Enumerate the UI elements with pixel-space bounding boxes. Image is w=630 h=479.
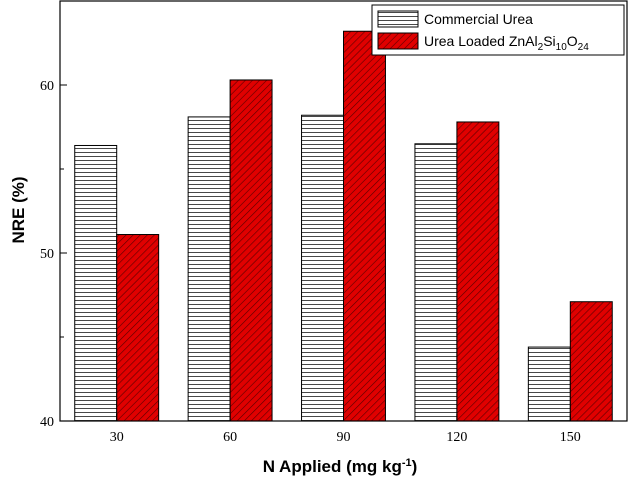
legend-swatch-series-1 [377, 10, 419, 28]
bar-series-1-60 [187, 116, 231, 422]
x-axis-title: N Applied (mg kg-1) [263, 457, 418, 476]
y-tick-label: 60 [40, 79, 54, 94]
bar-series-2-150 [569, 301, 613, 422]
x-tick-label-60: 60 [223, 430, 237, 445]
bar-series-2-120 [456, 121, 500, 422]
bar-series-1-120 [414, 143, 458, 422]
y-axis-title: NRE (%) [9, 176, 28, 243]
bar-series-2-60 [229, 79, 273, 422]
bar-series-1-150 [527, 346, 571, 422]
legend-label-series-1: Commercial Urea [424, 11, 533, 27]
x-tick-label-90: 90 [337, 430, 351, 445]
y-tick-label: 50 [40, 247, 54, 262]
legend: Commercial Urea Urea Loaded ZnAl2Si10O24 [371, 4, 625, 56]
bar-series-1-30 [74, 144, 118, 422]
bar-series-2-90 [343, 30, 386, 422]
x-tick-label-150: 150 [560, 430, 581, 445]
legend-label-series-2: Urea Loaded ZnAl2Si10O24 [424, 33, 589, 53]
y-tick-label: 40 [40, 415, 54, 430]
x-tick-label-120: 120 [446, 430, 467, 445]
bar-series-1-90 [301, 114, 344, 422]
bar-series-2-30 [116, 234, 160, 422]
x-tick-label-30: 30 [110, 430, 124, 445]
legend-swatch-series-2 [377, 32, 419, 50]
axes: 40 50 60 30 60 90 120 150 [40, 0, 628, 445]
bars [74, 30, 613, 422]
